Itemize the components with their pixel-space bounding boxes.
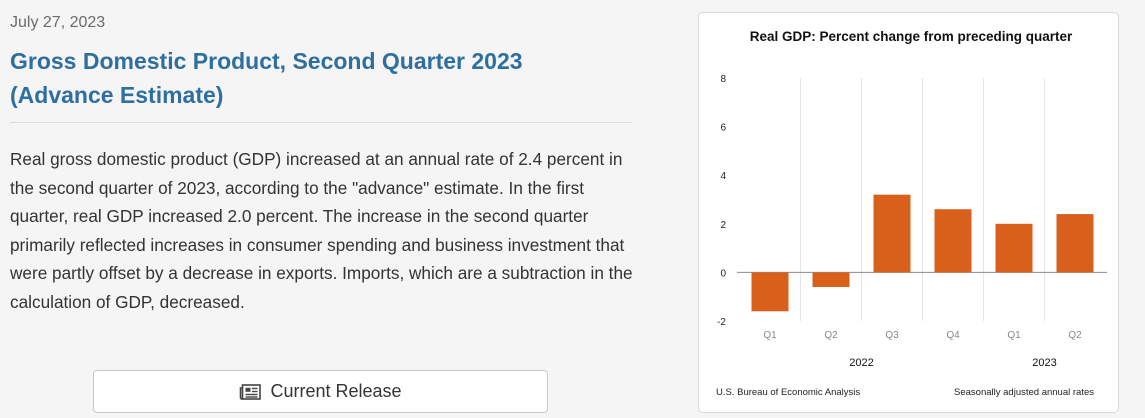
bar-q4-3 (934, 209, 972, 273)
chart-source: U.S. Bureau of Economic Analysis (716, 387, 860, 398)
gridlines (800, 78, 1045, 321)
x-axis: Q1 Q2 Q3 Q4 Q1 Q2 2022 2023 (763, 330, 1082, 369)
year-group-label: 2023 (1032, 357, 1056, 369)
gdp-bar-chart: Real GDP: Percent change from preceding … (716, 29, 1107, 398)
x-tick-label: Q1 (1007, 330, 1021, 341)
current-release-button[interactable]: Current Release (93, 370, 548, 413)
x-tick-label: Q2 (824, 330, 838, 341)
divider (10, 122, 632, 123)
y-tick-label: 2 (720, 220, 726, 231)
y-tick-label: 6 (720, 123, 726, 134)
x-tick-label: Q1 (763, 330, 777, 341)
y-axis: 8 6 4 2 0 -2 (717, 74, 1107, 328)
newspaper-icon (239, 383, 262, 400)
y-tick-label: 0 (720, 268, 726, 279)
bar-q3-2 (873, 194, 911, 273)
x-tick-label: Q4 (946, 330, 960, 341)
gdp-chart-card: Real GDP: Percent change from preceding … (698, 12, 1119, 413)
x-tick-label: Q3 (885, 330, 899, 341)
bar-q1-4 (995, 223, 1033, 273)
chart-note: Seasonally adjusted annual rates (954, 387, 1094, 398)
year-group-label: 2022 (849, 357, 873, 369)
bars (751, 194, 1094, 312)
current-release-label: Current Release (270, 381, 402, 401)
bar-q1-0 (751, 272, 789, 312)
release-summary: Real gross domestic product (GDP) increa… (10, 149, 633, 312)
y-tick-label: 8 (720, 74, 726, 85)
x-tick-label: Q2 (1068, 330, 1082, 341)
bar-q2-5 (1056, 214, 1094, 273)
y-tick-label: 4 (720, 171, 726, 182)
release-date: July 27, 2023 (10, 14, 106, 31)
y-tick-label: -2 (717, 317, 726, 328)
release-title[interactable]: Gross Domestic Product, Second Quarter 2… (10, 48, 523, 108)
chart-title: Real GDP: Percent change from preceding … (750, 29, 1073, 44)
bar-q2-1 (812, 272, 850, 287)
